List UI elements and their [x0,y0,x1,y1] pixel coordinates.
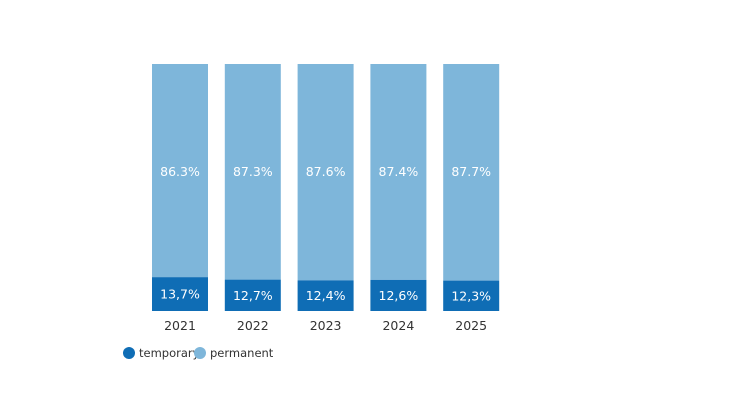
bar-permanent-2025 [443,64,500,281]
bar-permanent-2021 [152,64,208,278]
data-label-temporary-2023: 12,4% [306,288,346,303]
data-label-permanent-2023: 87.6% [306,164,346,179]
legend-label-permanent: permanent [210,346,274,360]
x-tick-label-2025: 2025 [455,318,487,333]
data-label-temporary-2025: 12,3% [451,288,491,303]
bar-temporary-2022 [224,279,281,311]
data-label-temporary-2022: 12,7% [233,288,273,303]
x-tick-label-2021: 2021 [164,318,196,333]
x-tick-label-2023: 2023 [310,318,342,333]
bar-temporary-2025 [443,280,500,311]
bar-permanent-2022 [224,64,281,280]
data-label-temporary-2021: 13,7% [160,287,200,302]
x-tick-label-2024: 2024 [382,318,414,333]
bar-permanent-2024 [370,64,427,280]
legend-label-temporary: temporary [139,346,200,360]
bar-temporary-2023 [297,280,354,311]
data-label-permanent-2025: 87.7% [451,164,491,179]
data-label-permanent-2021: 86.3% [160,164,200,179]
bar-temporary-2021 [152,277,208,311]
bar-temporary-2024 [370,279,427,311]
legend-marker-temporary [123,347,135,359]
data-label-permanent-2022: 87.3% [233,164,273,179]
bar-permanent-2023 [297,64,354,281]
data-label-temporary-2024: 12,6% [379,288,419,303]
legend-marker-permanent [194,347,206,359]
data-label-permanent-2024: 87.4% [379,164,419,179]
x-tick-label-2022: 2022 [237,318,269,333]
